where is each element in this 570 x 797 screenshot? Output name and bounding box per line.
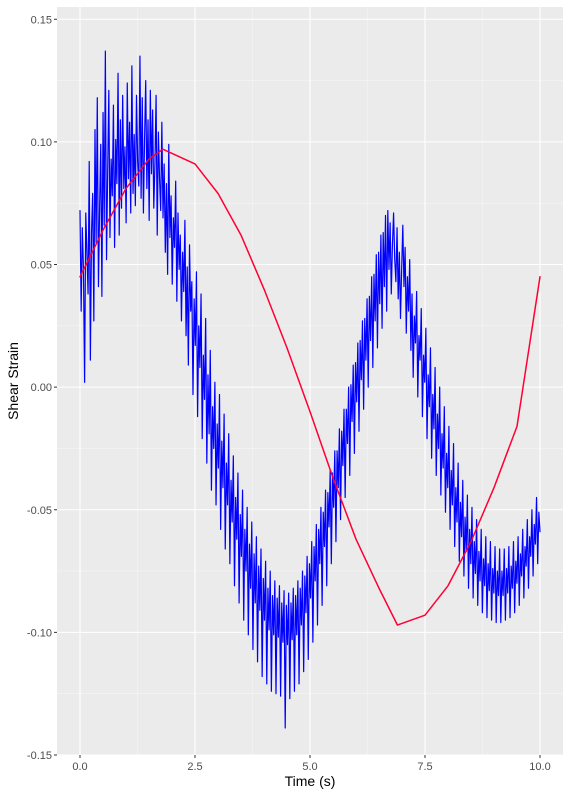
y-tick-label: 0.00 [31, 382, 52, 394]
y-tick-label: 0.15 [31, 14, 52, 26]
x-axis-title: Time (s) [285, 773, 336, 789]
x-tick-label: 0.0 [72, 761, 87, 773]
series-line-noisy [79, 50, 541, 729]
series-layer [79, 50, 541, 729]
series-line-fit [79, 148, 541, 626]
y-tick-label: -0.10 [27, 627, 52, 639]
y-tick-label: -0.15 [27, 750, 52, 762]
x-tick-label: 7.5 [417, 761, 432, 773]
x-tick-label: 2.5 [187, 761, 202, 773]
x-tick-label: 10.0 [529, 761, 550, 773]
y-axis-title: Shear Strain [5, 342, 21, 420]
y-tick-label: -0.05 [27, 505, 52, 517]
x-tick-label: 5.0 [302, 761, 317, 773]
y-tick-label: 0.05 [31, 260, 52, 272]
tick-labels: 0.0 2.5 5.0 7.5 10.0 -0.15 -0.10 -0.05 0.00 0.05 0… [27, 14, 551, 773]
y-tick-label: 0.10 [31, 137, 52, 149]
axis-ticks [54, 18, 541, 758]
